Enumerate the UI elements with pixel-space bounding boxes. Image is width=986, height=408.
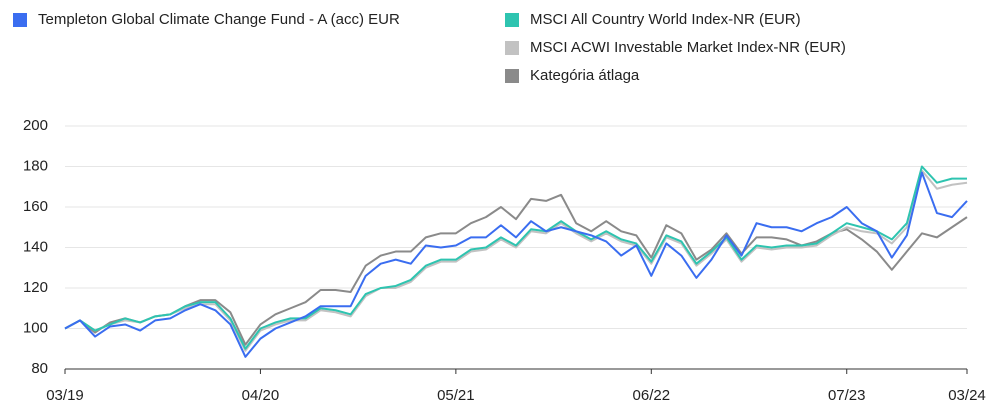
- y-tick-label: 180: [23, 157, 48, 174]
- series-line: [64, 165, 967, 350]
- x-tick-label: 05/21: [437, 387, 475, 404]
- x-tick-label: 03/19: [46, 387, 84, 404]
- y-tick-label: 140: [23, 238, 48, 255]
- y-tick-label: 120: [23, 279, 48, 296]
- y-tick-label: 160: [23, 198, 48, 215]
- series-line: [64, 171, 968, 358]
- legend-swatch: [13, 13, 27, 27]
- series-line: [64, 193, 968, 346]
- legend-swatch: [505, 13, 519, 27]
- legend-label: Templeton Global Climate Change Fund - A…: [38, 11, 400, 28]
- legend-swatch: [505, 69, 519, 83]
- x-tick-label: 04/20: [242, 387, 280, 404]
- y-tick-label: 100: [23, 319, 48, 336]
- legend-swatch: [505, 41, 519, 55]
- legend-label: Kategória átlaga: [530, 67, 640, 84]
- x-tick-label: 03/24: [948, 387, 986, 404]
- legend-label: MSCI All Country World Index-NR (EUR): [530, 11, 801, 28]
- x-tick-label: 06/22: [633, 387, 671, 404]
- y-tick-label: 80: [31, 360, 48, 377]
- legend-label: MSCI ACWI Investable Market Index-NR (EU…: [530, 39, 846, 56]
- y-tick-label: 200: [23, 117, 48, 134]
- x-tick-label: 07/23: [828, 387, 866, 404]
- series-line: [64, 169, 968, 352]
